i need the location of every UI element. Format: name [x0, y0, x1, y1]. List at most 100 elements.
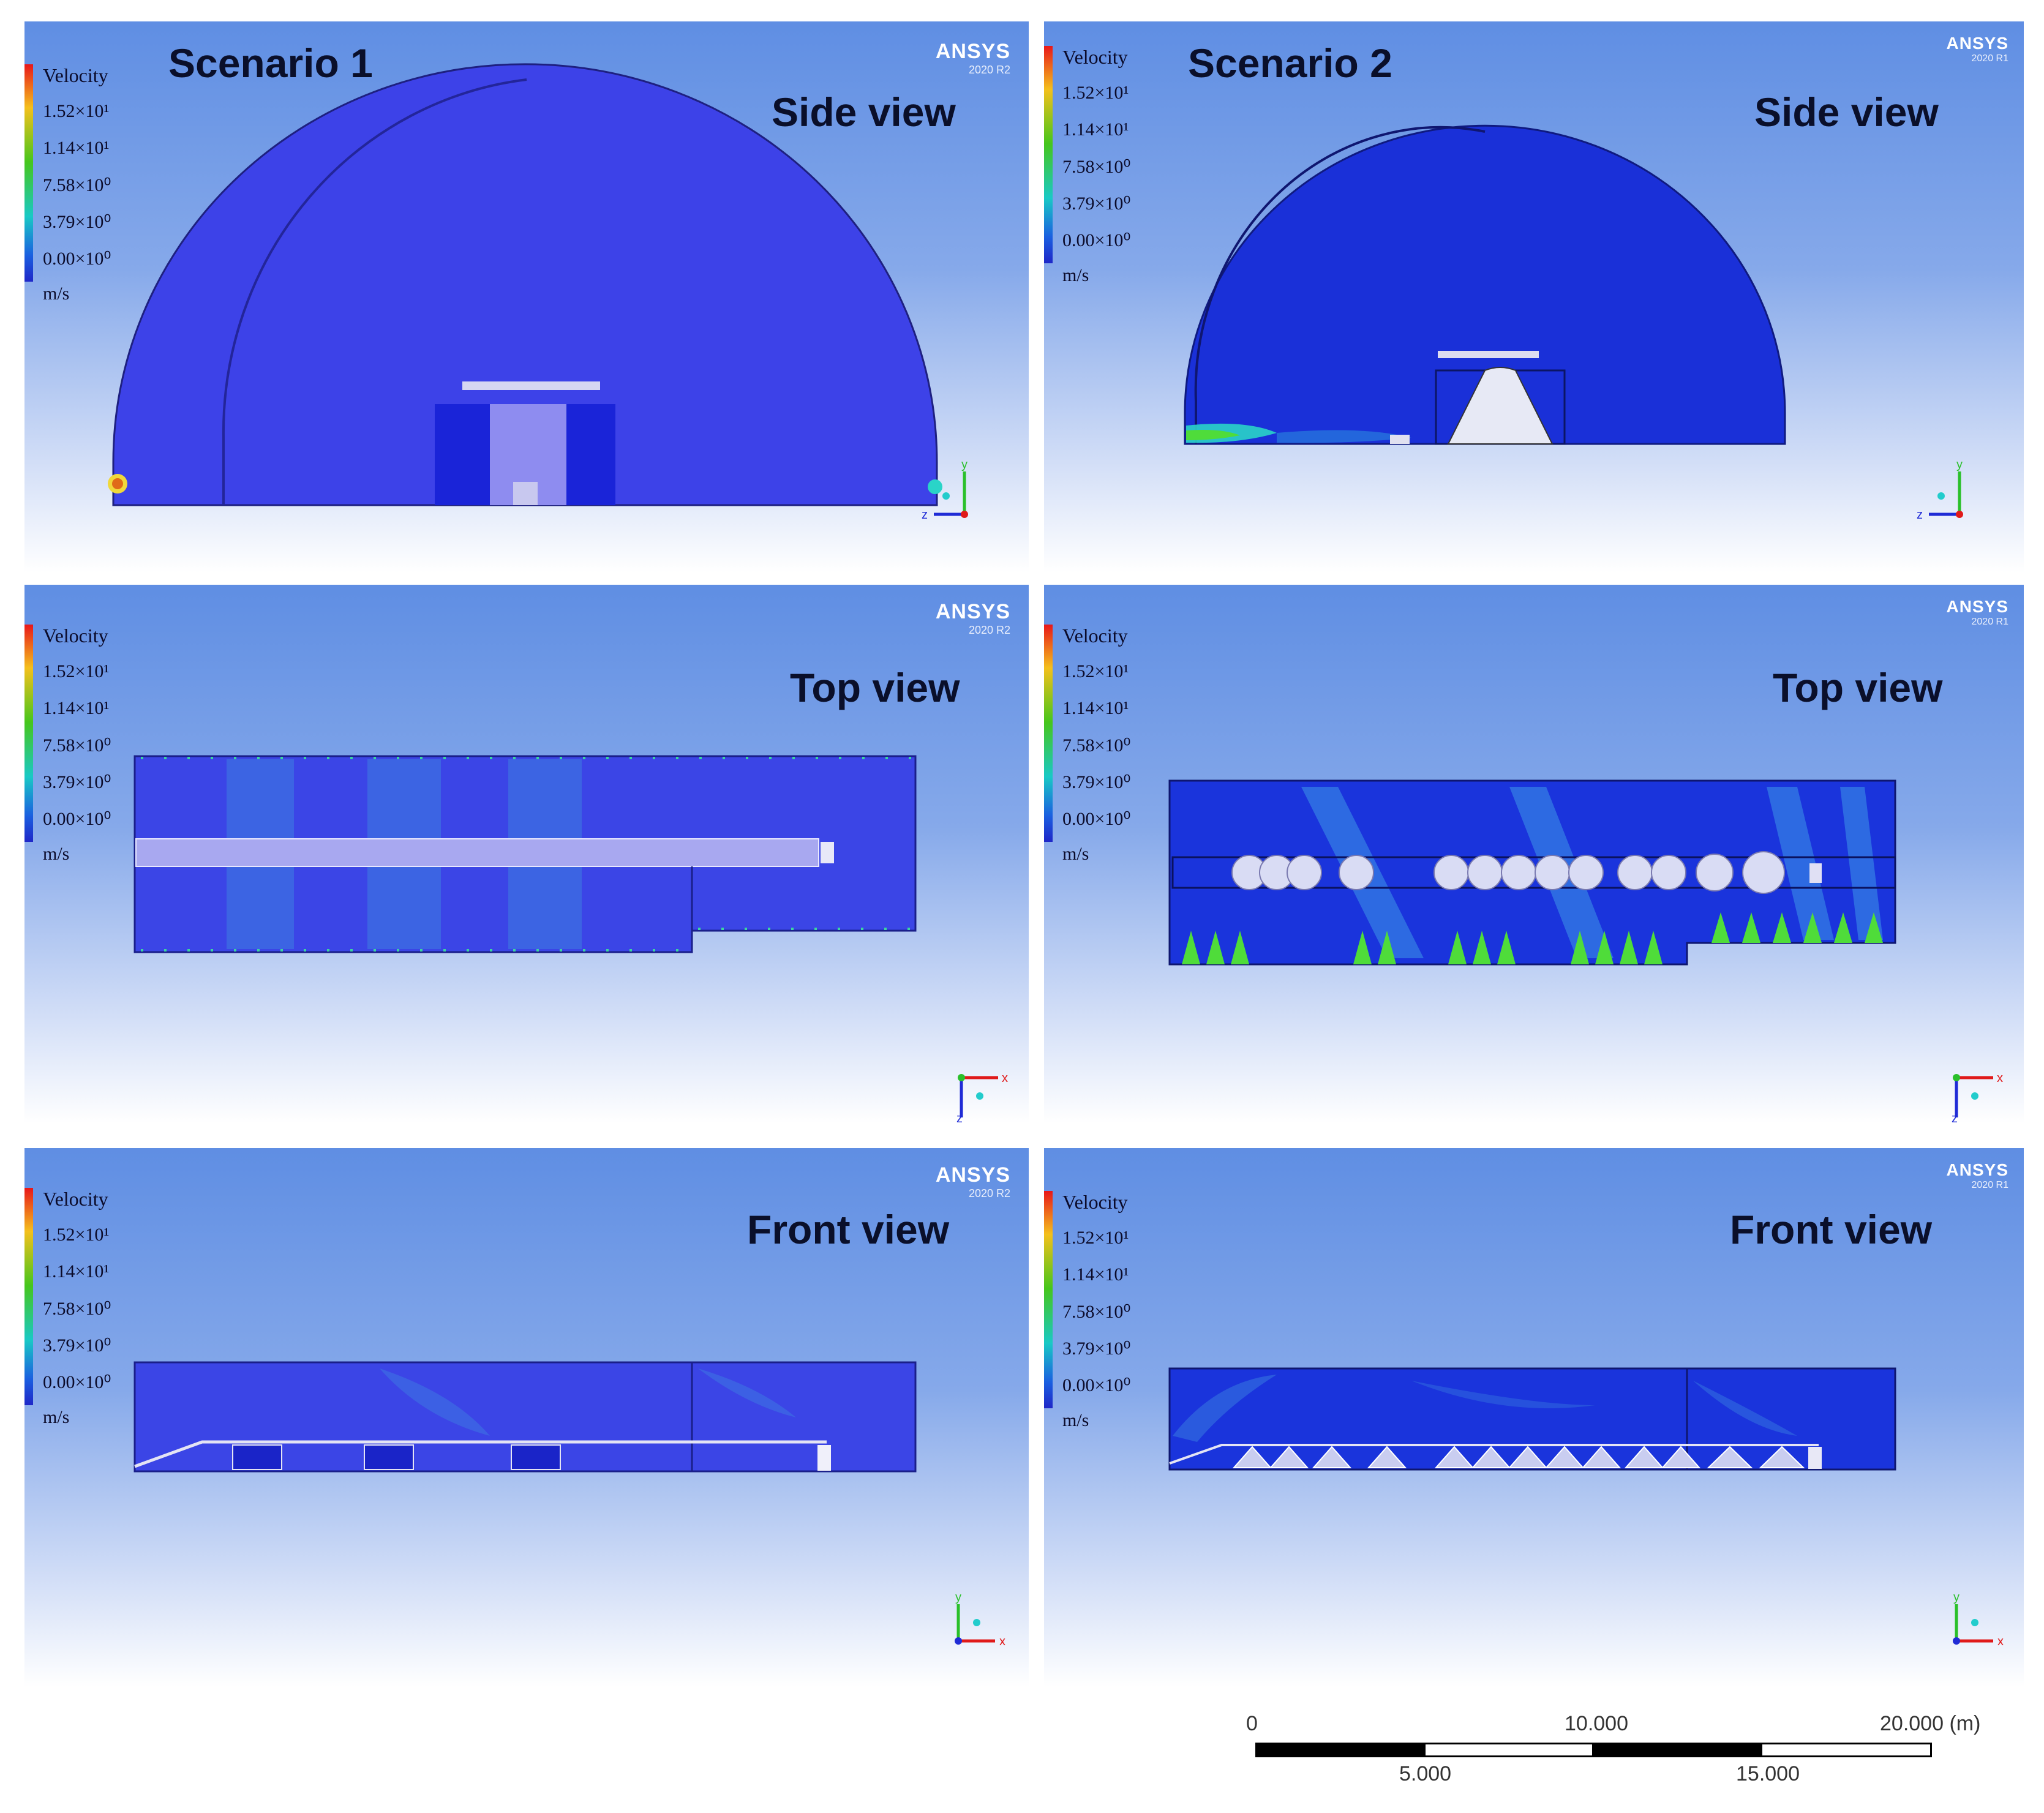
bench-block [511, 1444, 561, 1470]
bench-block [232, 1444, 282, 1470]
flow-streak [1840, 787, 1883, 940]
fan-row [1231, 851, 1785, 894]
greenhouse-front-geometry: y x [1168, 1367, 2004, 1648]
axis-triad [958, 1074, 998, 1117]
scale-label: 10.000 [1565, 1712, 1628, 1735]
ansys-version: 2020 R1 [1971, 617, 2009, 627]
velocity-legend: Velocity 1.52×10¹ 1.14×10¹ 7.58×10⁰ 3.79… [24, 585, 147, 864]
legend-title: Velocity [43, 64, 108, 86]
ansys-name: ANSYS [935, 40, 1010, 63]
axis-label-z: z [1952, 1112, 1958, 1124]
flow-streak [1767, 787, 1834, 940]
legend-tick: 1.52×10¹ [1062, 1228, 1129, 1248]
axis-label-z: z [956, 1112, 963, 1124]
velocity-legend: Velocity 1.52×10¹ 1.14×10¹ 7.58×10⁰ 3.79… [1044, 585, 1167, 864]
legend-tick: 7.58×10⁰ [1062, 735, 1131, 756]
scale-segment-dark [1592, 1743, 1762, 1757]
panel-scenario1-front: Velocity 1.52×10¹ 1.14×10¹ 7.58×10⁰ 3.79… [24, 1148, 1029, 1687]
legend-title: Velocity [1062, 46, 1128, 68]
inlet-jet [1186, 430, 1240, 440]
axis-triad [1953, 1604, 1993, 1645]
view-title: Side view [772, 89, 956, 135]
legend-tick: 1.14×10¹ [43, 698, 110, 718]
legend-tick: 1.14×10¹ [1062, 119, 1129, 140]
legend-colorbar [24, 64, 33, 282]
legend-title: Velocity [1062, 625, 1128, 647]
legend-tick: 3.79×10⁰ [1062, 772, 1131, 792]
legend-tick: 0.00×10⁰ [1062, 1375, 1131, 1395]
ansys-logo: ANSYS 2020 R1 [1947, 34, 2008, 64]
legend-colorbar [24, 625, 33, 842]
ansys-logo: ANSYS 2020 R2 [936, 40, 1010, 77]
scale-label: 0 [1246, 1712, 1258, 1735]
legend-tick: 3.79×10⁰ [1062, 1338, 1131, 1359]
legend-colorbar [24, 1188, 33, 1405]
inlet-jet [928, 479, 942, 494]
inlet-jet [112, 478, 123, 489]
axis-triad [955, 1604, 995, 1645]
greenhouse-front-geometry: y x [133, 1361, 1005, 1648]
legend-tick: 1.14×10¹ [1062, 1264, 1129, 1285]
view-title: Front view [1730, 1207, 1933, 1252]
axis-label-x: x [999, 1635, 1005, 1648]
ansys-version: 2020 R2 [968, 624, 1010, 636]
axis-label-y: y [1956, 458, 1963, 471]
legend-title: Velocity [1062, 1191, 1128, 1213]
scale-segment-light [1424, 1743, 1594, 1757]
legend-colorbar [1044, 1191, 1053, 1408]
legend-title: Velocity [43, 625, 108, 647]
scale-label: 5.000 [1399, 1762, 1452, 1785]
legend-tick: 1.14×10¹ [1062, 698, 1129, 718]
scale-label: 15.000 [1736, 1762, 1800, 1785]
legend-tick: 7.58×10⁰ [43, 735, 111, 756]
view-title: Side view [1754, 89, 1939, 135]
ansys-name: ANSYS [935, 600, 1010, 623]
bench-block [364, 1444, 414, 1470]
axis-triad [1929, 471, 1963, 518]
bench-slope [1169, 1444, 1819, 1465]
dome-rib [222, 78, 527, 505]
legend-tick: 1.14×10¹ [43, 138, 110, 158]
view-title: Top view [790, 665, 960, 710]
legend-tick: 7.58×10⁰ [43, 175, 111, 195]
panel-scenario2-side: Velocity 1.52×10¹ 1.14×10¹ 7.58×10⁰ 3.79… [1044, 21, 2024, 572]
fan-cones [1232, 1446, 1805, 1468]
scale-segment-light [1760, 1743, 1932, 1757]
axis-label-x: x [1997, 1635, 2004, 1648]
panel-scenario1-side: Velocity 1.52×10¹ 1.14×10¹ 7.58×10⁰ 3.79… [24, 21, 1029, 572]
scenario-title: Scenario 2 [1188, 40, 1392, 86]
inlet-jets [1182, 912, 1883, 964]
legend-unit: m/s [43, 283, 70, 304]
panel-scenario2-top: Velocity 1.52×10¹ 1.14×10¹ 7.58×10⁰ 3.79… [1044, 585, 2024, 1124]
axis-label-x: x [1002, 1072, 1008, 1085]
flow-plume [1173, 1375, 1277, 1442]
legend-tick: 1.14×10¹ [43, 1261, 110, 1282]
legend-tick: 0.00×10⁰ [43, 249, 111, 269]
greenhouse-top-geometry: x z [1168, 779, 2003, 1124]
bench-end [817, 1445, 831, 1471]
axis-label-x: x [1997, 1072, 2003, 1085]
bench-end [821, 842, 834, 863]
velocity-legend: Velocity 1.52×10¹ 1.14×10¹ 7.58×10⁰ 3.79… [1044, 1148, 1167, 1430]
velocity-legend: Velocity 1.52×10¹ 1.14×10¹ 7.58×10⁰ 3.79… [1044, 21, 1167, 285]
ansys-logo: ANSYS 2020 R1 [1947, 597, 2008, 628]
greenhouse-dome [112, 63, 938, 506]
view-title: Front view [747, 1207, 950, 1252]
greenhouse-side-geometry: y z [1184, 124, 1963, 522]
bench-slope [134, 1440, 827, 1468]
scenario-title: Scenario 1 [168, 40, 373, 86]
bench-post [1390, 435, 1410, 444]
ansys-logo: ANSYS 2020 R2 [936, 1163, 1010, 1200]
ansys-name: ANSYS [1946, 1160, 2008, 1179]
legend-title: Velocity [43, 1188, 108, 1210]
axis-label-y: y [961, 458, 968, 471]
legend-tick: 1.52×10¹ [1062, 661, 1129, 681]
panel-scenario1-top: Velocity 1.52×10¹ 1.14×10¹ 7.58×10⁰ 3.79… [24, 585, 1029, 1124]
legend-tick: 1.52×10¹ [1062, 83, 1129, 103]
legend-colorbar [1044, 625, 1053, 842]
ansys-version: 2020 R2 [968, 1187, 1010, 1199]
bench-top [462, 381, 600, 390]
ansys-name: ANSYS [1946, 34, 2008, 53]
legend-unit: m/s [43, 1407, 70, 1427]
scale-bar: 0 10.000 20.000 (m) 5.000 15.000 [1222, 1694, 2044, 1813]
